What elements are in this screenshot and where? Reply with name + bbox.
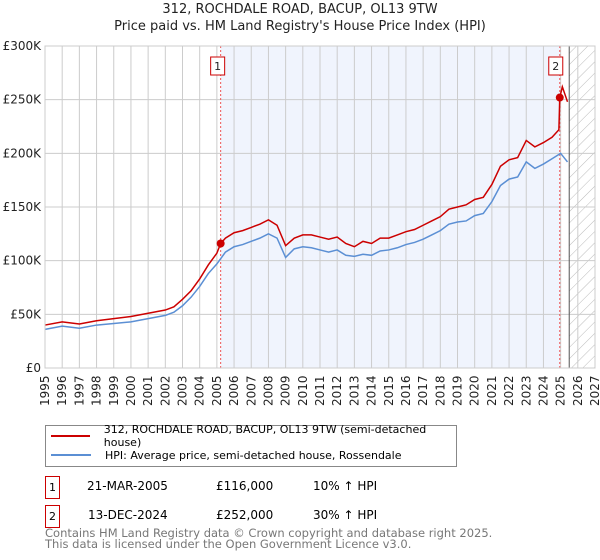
y-tick-label: £300K	[3, 39, 43, 53]
footer-line: This data is licensed under the Open Gov…	[45, 537, 412, 551]
x-tick-label: 1997	[72, 375, 86, 406]
y-tick-label: £200K	[3, 146, 43, 160]
sale-point	[216, 239, 225, 248]
x-tick-label: 1995	[38, 375, 52, 406]
hpi-line	[44, 152, 569, 331]
x-tick-label: 2025	[554, 375, 568, 406]
x-tick-label: 2012	[330, 375, 344, 406]
x-tick-label: 2027	[588, 375, 600, 406]
x-tick-label: 2015	[382, 375, 396, 406]
transaction-price: £116,000	[216, 479, 274, 493]
blue-line-swatch	[51, 454, 91, 456]
transaction-date: 21-MAR-2005	[87, 479, 168, 493]
x-tick-label: 2023	[519, 375, 533, 406]
y-tick-label: £100K	[3, 254, 43, 268]
x-tick-label: 2026	[571, 375, 585, 406]
x-tick-label: 2005	[210, 375, 224, 406]
x-tick-label: 2024	[536, 375, 550, 406]
y-tick-label: £150K	[3, 200, 43, 214]
sale-label-box	[548, 56, 564, 76]
x-tick-label: 2001	[141, 375, 155, 406]
chart-title: 312, ROCHDALE ROAD, BACUP, OL13 9TW	[162, 2, 438, 17]
x-tick-label: 2011	[313, 375, 327, 406]
marker-badge: 1	[45, 476, 60, 499]
price-paid-line	[44, 84, 569, 326]
x-tick-label: 2007	[244, 375, 258, 406]
price-chart: 1995 1996 1997 1998 1999 2000 2001 2002 2003 2004…	[3, 39, 600, 406]
chart-subtitle: Price paid vs. HM Land Registry's House …	[114, 19, 486, 34]
x-tick-label: 2017	[416, 375, 430, 406]
x-tick-label: 2002	[158, 375, 172, 406]
transaction-date: 13-DEC-2024	[88, 508, 168, 522]
legend-label: 312, ROCHDALE ROAD, BACUP, OL13 9TW (sem…	[103, 423, 427, 449]
x-tick-label: 2014	[365, 375, 379, 406]
x-tick-label: 2020	[468, 375, 482, 406]
legend: 312, ROCHDALE ROAD, BACUP, OL13 9TW (sem…	[45, 423, 457, 467]
marker-badge: 2	[45, 505, 60, 528]
x-tick-label: 2008	[261, 375, 275, 406]
legend-label: HPI: Average price, semi-detached house,…	[105, 448, 402, 462]
x-tick-label: 2021	[485, 375, 499, 406]
footer-line: Contains HM Land Registry data © Crown c…	[45, 526, 493, 540]
x-tick-label: 2000	[124, 375, 138, 406]
x-tick-label: 2013	[347, 375, 361, 406]
sale-label: 1	[214, 60, 221, 73]
x-tick-label: 2003	[176, 375, 190, 406]
transaction-hpi: 30% ↑ HPI	[313, 508, 378, 522]
x-tick-label: 2022	[502, 375, 516, 406]
x-tick-label: 2006	[227, 375, 241, 406]
x-tick-label: 2009	[279, 375, 293, 406]
transaction-hpi: 10% ↑ HPI	[313, 479, 378, 493]
sale-label-box	[210, 56, 226, 76]
y-tick-label: £50K	[10, 307, 42, 321]
x-tick-label: 1999	[107, 375, 121, 406]
sale-point	[555, 93, 564, 102]
x-tick-label: 2010	[296, 375, 310, 406]
legend-item-hpi: HPI: Average price, semi-detached house,…	[51, 447, 402, 463]
legend-item-property: 312, ROCHDALE ROAD, BACUP, OL13 9TW (sem…	[51, 423, 456, 449]
x-tick-label: 2004	[193, 375, 207, 406]
x-tick-label: 2016	[399, 375, 413, 406]
transaction-row: 1 21-MAR-2005 £116,000 10% ↑ HPI	[45, 476, 465, 499]
x-tick-label: 1998	[90, 375, 104, 406]
plot-border	[44, 45, 596, 369]
sale-label: 2	[552, 60, 559, 73]
y-tick-label: £250K	[3, 93, 43, 107]
red-line-swatch	[51, 435, 90, 437]
x-tick-label: 2019	[451, 375, 465, 406]
x-tick-label: 1996	[55, 375, 69, 406]
transaction-price: £252,000	[216, 508, 274, 522]
y-tick-label: £0	[26, 361, 41, 375]
x-tick-label: 2018	[433, 375, 447, 406]
footer: Contains HM Land Registry data © Crown c…	[45, 526, 493, 551]
transaction-row: 2 13-DEC-2024 £252,000 30% ↑ HPI	[45, 505, 465, 528]
